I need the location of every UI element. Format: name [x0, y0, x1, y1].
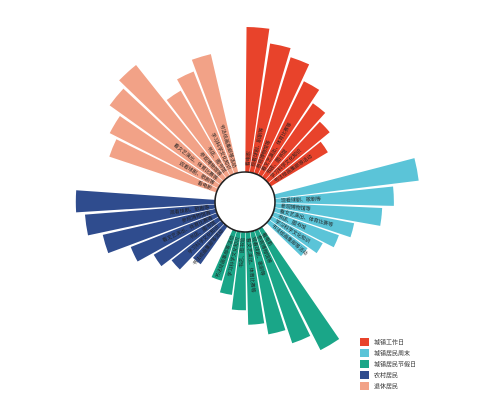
- legend-swatch: [360, 338, 369, 346]
- bar: [269, 216, 323, 254]
- bar: [254, 228, 311, 344]
- bar: [231, 231, 246, 311]
- bar: [166, 90, 230, 179]
- bar: [254, 57, 310, 175]
- legend-label: 城镇工作日: [374, 339, 404, 347]
- legend-label: 城镇居民周末: [374, 350, 410, 358]
- bar-label: 现看球剧、歌剧等: [281, 196, 321, 205]
- bar: [109, 88, 224, 185]
- bar: [211, 229, 237, 281]
- bar: [192, 223, 228, 265]
- bar: [250, 230, 286, 335]
- legend-swatch: [360, 371, 369, 379]
- legend-label: 农村居民: [374, 372, 398, 380]
- bar: [245, 231, 265, 325]
- bar: [249, 43, 291, 174]
- bar: [102, 208, 217, 254]
- bar: [109, 116, 221, 189]
- bar: [258, 226, 340, 351]
- bars-layer: [75, 27, 419, 351]
- bar: [75, 190, 216, 213]
- bar: [84, 204, 216, 236]
- bar: [266, 219, 308, 257]
- bar: [191, 54, 239, 174]
- bar: [119, 65, 227, 182]
- legend-swatch: [360, 349, 369, 357]
- bar: [153, 217, 222, 267]
- bar: [171, 220, 225, 270]
- bar-label: 书店、图书馆: [238, 238, 247, 268]
- legend-label: 退休居民: [374, 383, 398, 391]
- bar: [268, 141, 328, 187]
- bar: [177, 71, 234, 176]
- center-circle: [214, 171, 276, 233]
- legend-swatch: [360, 360, 369, 368]
- legend-label: 城镇居民节假日: [374, 361, 416, 369]
- bar-label: 参观博物馆等: [280, 202, 311, 212]
- bar: [245, 27, 270, 173]
- bar: [261, 103, 326, 180]
- bar-label: 看电影: [244, 151, 252, 166]
- bar: [271, 212, 339, 248]
- bar: [274, 158, 419, 199]
- bar: [274, 186, 394, 206]
- bar: [258, 81, 320, 177]
- bar: [273, 207, 355, 238]
- bar: [130, 213, 219, 262]
- bar: [109, 139, 219, 193]
- bar: [265, 121, 330, 183]
- bar: [274, 203, 383, 226]
- bar: [219, 230, 241, 295]
- legend-swatch: [360, 382, 369, 390]
